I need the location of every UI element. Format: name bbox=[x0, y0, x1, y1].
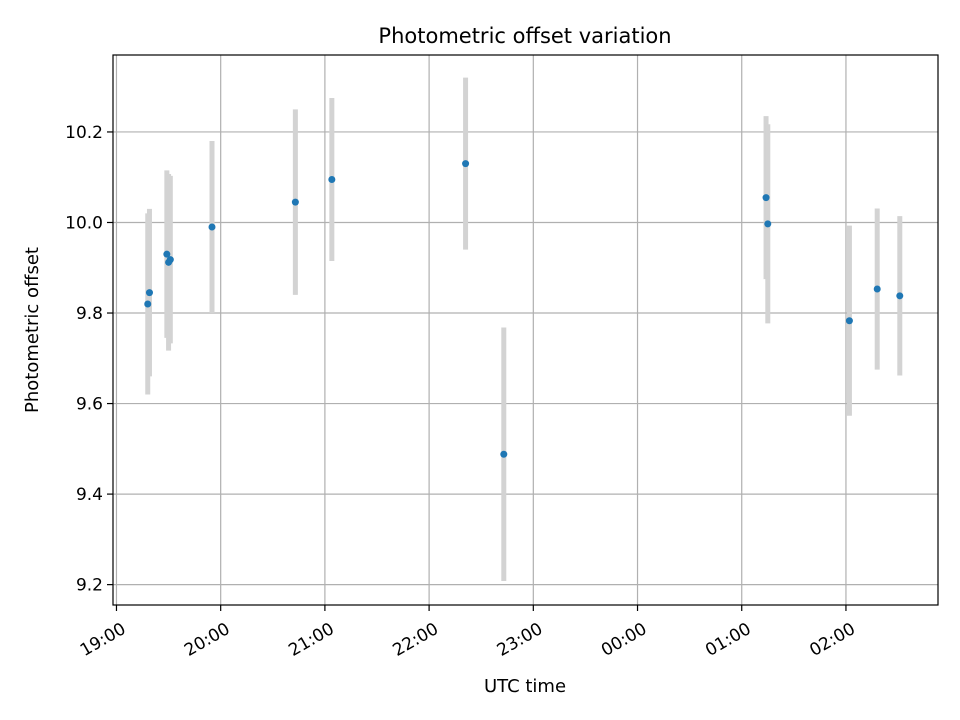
data-point bbox=[145, 289, 153, 297]
y-tick-label: 9.6 bbox=[76, 395, 103, 415]
data-point bbox=[896, 292, 904, 300]
y-tick-label: 10.2 bbox=[65, 123, 103, 143]
data-point bbox=[328, 175, 336, 183]
data-point bbox=[845, 317, 853, 325]
x-axis-label: UTC time bbox=[484, 676, 566, 697]
y-axis-label: Photometric offset bbox=[22, 247, 43, 413]
data-point bbox=[762, 194, 770, 202]
y-tick-label: 9.4 bbox=[76, 485, 103, 505]
data-point bbox=[144, 300, 152, 308]
data-point bbox=[163, 250, 171, 258]
plot-frame bbox=[112, 54, 939, 606]
y-tick-label: 9.2 bbox=[76, 576, 103, 596]
y-tick-label: 9.8 bbox=[76, 304, 103, 324]
y-axis-ticks: 9.2 9.4 9.6 9.8 10.0 10.2 bbox=[65, 123, 113, 596]
data-point bbox=[500, 450, 508, 458]
data-point bbox=[166, 256, 174, 264]
chart-title: Photometric offset variation bbox=[378, 24, 671, 48]
data-point bbox=[208, 223, 216, 231]
data-point bbox=[462, 160, 470, 168]
data-point bbox=[873, 285, 881, 293]
y-tick-label: 10.0 bbox=[65, 213, 103, 233]
data-point bbox=[764, 220, 772, 228]
grid bbox=[113, 55, 938, 605]
data-points bbox=[144, 160, 904, 458]
data-point bbox=[291, 198, 299, 206]
